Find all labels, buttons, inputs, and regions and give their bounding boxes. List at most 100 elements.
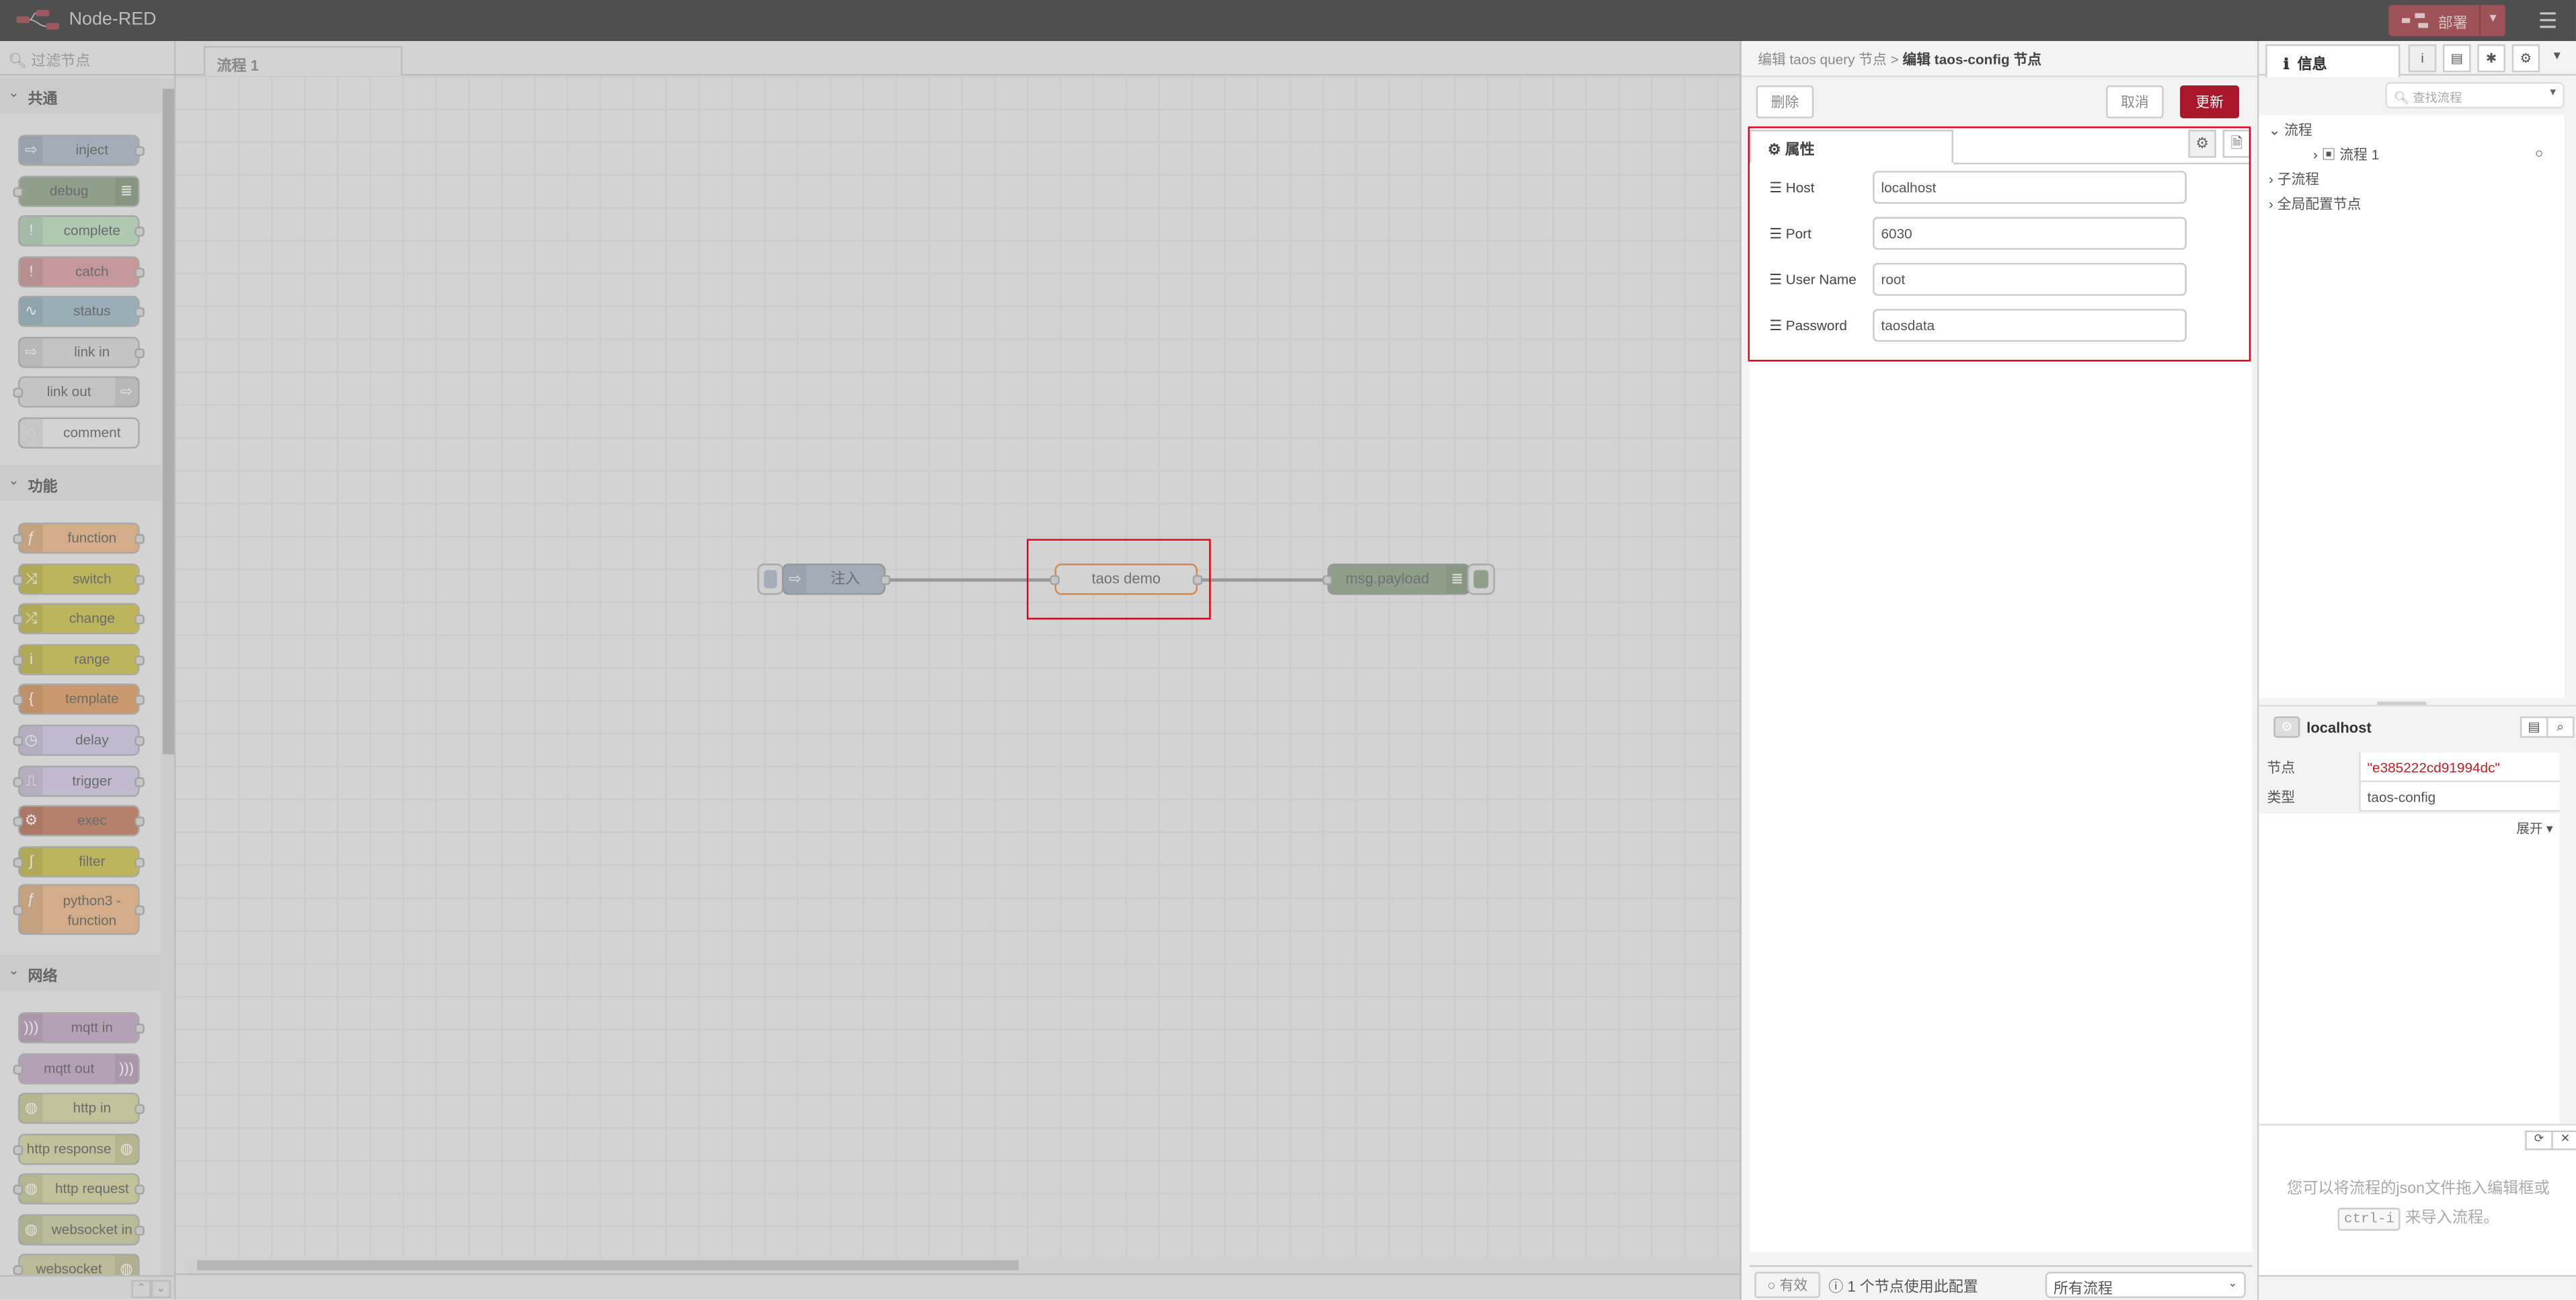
palette-node-link-out[interactable]: ⇨ link out <box>13 376 140 408</box>
flow-node-inject[interactable]: ⇨ 注入 <box>781 564 891 595</box>
palette-node-exec[interactable]: ⚙ exec <box>13 805 145 837</box>
output-port[interactable] <box>1192 575 1203 585</box>
palette-node-trigger[interactable]: ⎍ trigger <box>13 765 145 797</box>
palette-node-mqtt-in[interactable]: ))) mqtt in <box>17 1012 145 1044</box>
app-title: Node-RED <box>69 9 157 30</box>
palette-node-python3-function[interactable]: ƒ python3 - function <box>13 884 145 935</box>
expand-button[interactable]: 展开 ▾ <box>2516 820 2552 838</box>
update-button[interactable]: 更新 <box>2180 85 2240 118</box>
deploy-dropdown-icon[interactable]: ▼ <box>2479 5 2505 36</box>
palette-node-label: function <box>67 529 117 546</box>
field-list-icon: ☰ <box>1769 225 1782 242</box>
tree-item-flow-1[interactable]: › ▣ 流程 1 <box>2313 145 2379 164</box>
palette-node-label: change <box>69 609 115 626</box>
scope-value: 所有流程 <box>2054 1280 2113 1297</box>
flow-node-taos-demo[interactable]: taos demo <box>1050 564 1203 595</box>
info-icon: ℹ <box>2284 56 2290 73</box>
wire[interactable] <box>885 578 1055 582</box>
tab-flow-1[interactable]: 流程 1 <box>203 46 403 77</box>
palette-node-label: comment <box>63 424 121 441</box>
hamburger-icon[interactable]: ☰ <box>2538 8 2558 33</box>
tree-item-global-config[interactable]: › 全局配置节点 <box>2269 194 2361 213</box>
palette-node-label: http request <box>54 1180 129 1196</box>
input-port <box>13 187 24 198</box>
scope-select[interactable]: 所有流程 ⌄ <box>2045 1272 2246 1299</box>
output-port[interactable] <box>880 575 891 585</box>
tree-item-flows[interactable]: ⌄ 流程 <box>2269 120 2312 139</box>
output-port <box>134 614 145 625</box>
palette-node-filter[interactable]: ∫ filter <box>13 846 145 878</box>
palette-node-catch[interactable]: ! catch <box>17 256 145 288</box>
node-type-icon: ∫ <box>19 847 43 876</box>
book-icon[interactable]: ▤ <box>2520 716 2548 738</box>
palette-node-comment[interactable]: ◌ comment <box>17 417 140 449</box>
palette-node-function[interactable]: ƒ function <box>13 522 145 554</box>
sidebar-tabs: ℹ 信息 i ▤ ✱ ⚙ ▼ <box>2259 41 2576 77</box>
node-type-icon: ◌ <box>19 419 43 447</box>
gear-icon: ⚙ <box>1767 141 1781 158</box>
palette-node-inject[interactable]: ⇨ inject <box>17 135 145 166</box>
node-type-icon: ◷ <box>19 726 43 755</box>
input-port <box>13 695 24 705</box>
palette-node-label: range <box>74 650 110 667</box>
book-icon[interactable]: ▤ <box>2443 44 2471 73</box>
host-input[interactable] <box>1873 171 2187 204</box>
palette-node-template[interactable]: {template <box>13 683 145 715</box>
palette-filter-input[interactable]: 🔍︎ 过滤节点 <box>0 41 174 76</box>
breadcrumb-parent[interactable]: 编辑 taos query 节点 <box>1758 50 1887 68</box>
palette-category-header[interactable]: ⌄ 共通 <box>0 77 161 114</box>
palette-node-change[interactable]: ⤮ change <box>13 603 145 635</box>
flow-search-input[interactable]: 🔍︎ 查找流程 ▼ <box>2385 82 2565 109</box>
description-tab-icon[interactable]: 🗎︎ <box>2222 130 2251 158</box>
flow-canvas[interactable]: ⇨ 注入 taos demo msg.payload ≣ <box>175 75 1740 1258</box>
help-panel: ⟳ ✕ 您可以将流程的json文件拖入编辑框或 ctrl-i 来导入流程。 <box>2259 1124 2576 1275</box>
canvas-horizontal-scrollbar[interactable] <box>184 1257 1740 1274</box>
palette-node-debug[interactable]: ≣ debug <box>13 176 140 207</box>
palette-category-header[interactable]: ⌄ 网络 <box>0 954 161 991</box>
palette-node-delay[interactable]: ◷ delay <box>13 724 145 756</box>
palette-node-mqtt-out[interactable]: ))) mqtt out <box>13 1053 140 1085</box>
close-icon[interactable]: ✕ <box>2551 1130 2576 1151</box>
settings-tab-icon[interactable]: ⚙ <box>2188 130 2216 158</box>
resize-handle[interactable] <box>2377 701 2427 705</box>
palette-node-complete[interactable]: ! complete <box>17 215 145 247</box>
node-type-icon: ! <box>19 258 43 286</box>
cancel-button[interactable]: 取消 <box>2106 85 2164 118</box>
palette-scrollbar[interactable] <box>161 79 174 1278</box>
palette-category-header[interactable]: ⌄ 功能 <box>0 465 161 502</box>
palette-node-websocket-in[interactable]: ◍ websocket in <box>17 1214 145 1246</box>
gear-icon[interactable]: ⚙ <box>2511 44 2540 73</box>
chevron-down-icon[interactable]: ▼ <box>2551 50 2563 63</box>
tree-item-subflows[interactable]: › 子流程 <box>2269 169 2319 189</box>
info-icon[interactable]: i <box>2408 44 2437 73</box>
node-id-value[interactable]: "e385222cd91994dc" <box>2367 759 2500 776</box>
username-input[interactable] <box>1873 262 2187 296</box>
collapse-all-icon[interactable]: ⌃ <box>131 1280 151 1299</box>
input-port[interactable] <box>1322 575 1333 585</box>
tab-properties[interactable]: ⚙ 属性 <box>1750 130 1953 163</box>
row-key: 节点 <box>2259 752 2361 782</box>
palette-node-link-in[interactable]: ⇨ link in <box>17 336 145 369</box>
refresh-icon[interactable]: ⟳ <box>2525 1130 2553 1151</box>
delete-button[interactable]: 删除 <box>1756 85 1814 118</box>
input-port[interactable] <box>1050 575 1060 585</box>
debug-toggle-button[interactable] <box>1467 564 1495 595</box>
palette-node-http-in[interactable]: ◍ http in <box>17 1092 145 1124</box>
enabled-toggle-button[interactable]: ○ 有效 <box>1754 1272 1821 1299</box>
deploy-button[interactable]: 部署 ▼ <box>2388 5 2505 36</box>
expand-all-icon[interactable]: ⌄ <box>151 1280 171 1299</box>
inject-trigger-button[interactable] <box>757 564 784 595</box>
bug-icon[interactable]: ✱ <box>2477 44 2505 73</box>
palette-node-status[interactable]: ∿ status <box>17 295 145 328</box>
wire[interactable] <box>1198 578 1328 582</box>
password-input[interactable] <box>1873 309 2187 342</box>
port-input[interactable] <box>1873 217 2187 250</box>
sidebar-tab-info[interactable]: ℹ 信息 <box>2265 44 2401 77</box>
search-icon[interactable]: ⌕ <box>2546 716 2575 738</box>
flow-node-debug[interactable]: msg.payload ≣ <box>1322 564 1471 595</box>
palette-node-http-response[interactable]: ◍ http response <box>13 1133 140 1165</box>
palette-node-http-request[interactable]: ◍ http request <box>13 1173 145 1205</box>
palette-node-range[interactable]: i range <box>13 644 145 676</box>
search-placeholder: 查找流程 <box>2413 90 2462 106</box>
palette-node-switch[interactable]: ⤨ switch <box>13 564 145 595</box>
